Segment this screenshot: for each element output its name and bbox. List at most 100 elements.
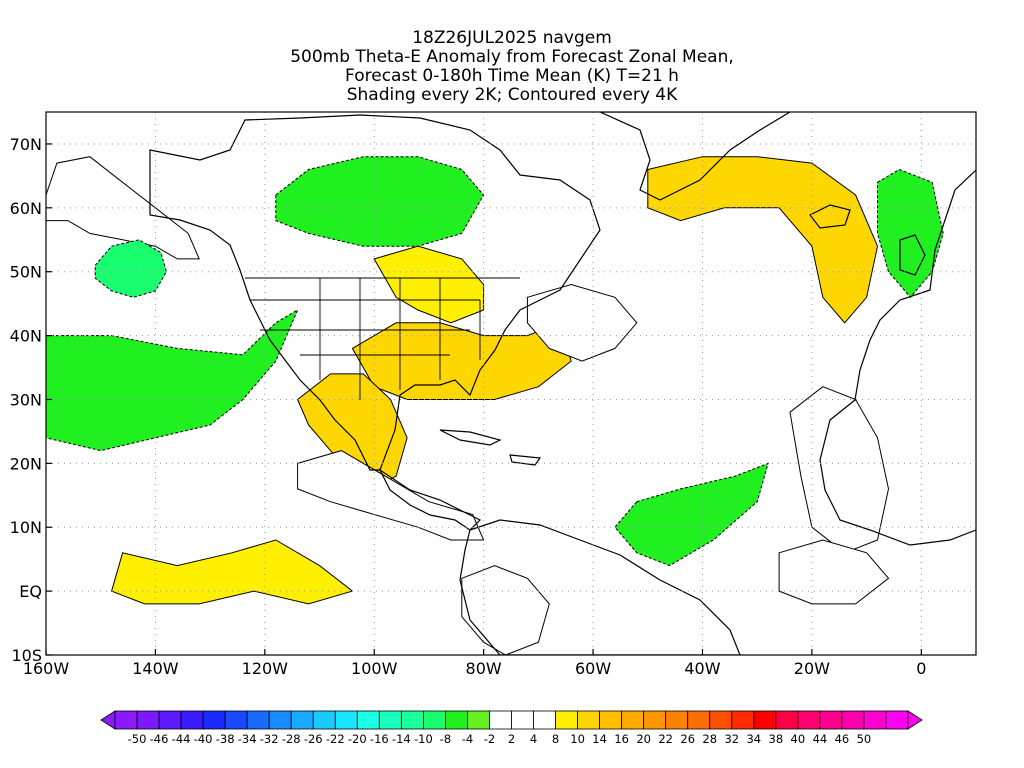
colorbar-label: -8 (440, 732, 451, 746)
shaded-region-atlantic-positive-streak (526, 283, 638, 362)
title-line-1: 18Z26JUL2025 navgem (412, 28, 612, 48)
title-block: 18Z26JUL2025 navgem 500mb Theta-E Anomal… (290, 28, 734, 105)
shaded-region-tropical-atlantic-negative (614, 462, 769, 567)
colorbar-swatch (775, 710, 799, 730)
colorbar-swatch (511, 710, 534, 730)
colorbar-swatch (445, 710, 468, 730)
colorbar-arrow-high (907, 710, 923, 730)
colorbar-swatch (489, 710, 512, 730)
colorbar-arrow-low (100, 710, 116, 730)
caribbean-coastline (439, 429, 542, 466)
colorbar-swatch (555, 710, 578, 730)
colorbar-label: 4 (530, 732, 537, 746)
colorbar-swatch (841, 710, 865, 730)
shaded-region-mexico-gulf-positive (296, 373, 408, 490)
colorbar-label: 2 (508, 732, 515, 746)
iceland-coastline (809, 204, 851, 229)
colorbar-label: 16 (614, 732, 629, 746)
x-tick-label: 60W (575, 659, 611, 678)
colorbar-swatch (599, 710, 623, 730)
shaded-region-west-africa-positive (789, 386, 890, 554)
colorbar-swatch (533, 710, 556, 730)
colorbar-label: -4 (462, 732, 473, 746)
y-tick-label: 40N (10, 327, 42, 346)
y-tick-label: 70N (10, 135, 42, 154)
x-tick-label: 100W (351, 659, 398, 678)
shaded-region-greenland-north-atlantic-positive (647, 156, 879, 324)
colorbar-label: 44 (813, 732, 828, 746)
colorbar-label: -16 (370, 732, 389, 746)
title-line-3: Forecast 0-180h Time Mean (K) T=21 h (345, 66, 679, 86)
colorbar-label: -2 (484, 732, 495, 746)
south-america-coastline (459, 519, 741, 655)
colorbar-label: 50 (857, 732, 872, 746)
colorbar-swatch (334, 710, 358, 730)
colorbar-swatch (136, 710, 160, 730)
colorbar-label: -14 (392, 732, 411, 746)
colorbar-swatch (114, 710, 138, 730)
y-tick-label: 10N (10, 518, 42, 537)
y-tick-label: 60N (10, 199, 42, 218)
colorbar-label: 40 (791, 732, 806, 746)
colorbar: -50 -46 -44 -40 -38 -34 -32 -28 -26 -22 -20 -16 -14-… (100, 710, 923, 746)
colorbar-swatch (180, 710, 204, 730)
map-frame (45, 111, 977, 656)
colorbar-swatch (577, 710, 601, 730)
africa-europe-coastline (819, 169, 976, 546)
colorbar-label: 22 (658, 732, 673, 746)
y-tick-label: 30N (10, 390, 42, 409)
colorbar-swatch (246, 710, 270, 730)
colorbar-swatch (731, 710, 755, 730)
shaded-region-equatorial-atlantic-positive (778, 539, 890, 605)
colorbar-label: 28 (702, 732, 717, 746)
colorbar-swatch (467, 710, 490, 730)
x-tick-label: 40W (684, 659, 720, 678)
greenland-coastline (599, 112, 792, 201)
title-line-2: 500mb Theta-E Anomaly from Forecast Zona… (290, 47, 734, 67)
colorbar-swatch (224, 710, 248, 730)
colorbar-label: 32 (724, 732, 739, 746)
colorbar-swatch (290, 710, 314, 730)
colorbar-swatch (797, 710, 821, 730)
coastlines (149, 112, 976, 655)
colorbar-label: 34 (746, 732, 761, 746)
lat-lon-grid (46, 112, 976, 655)
x-tick-label: 160W (23, 659, 70, 678)
colorbar-swatch (158, 710, 182, 730)
colorbar-swatch (687, 710, 711, 730)
axis-ticks: 160W 140W 120W 100W 80W 60W 40W 20W 0 70N 60N 50N 40… (10, 135, 927, 678)
colorbar-label: -44 (172, 732, 191, 746)
colorbar-label: -46 (150, 732, 169, 746)
colorbar-swatch (753, 710, 777, 730)
colorbar-swatch (709, 710, 733, 730)
shaded-region-northeast-pacific-positive (46, 156, 200, 260)
colorbar-swatch (885, 710, 909, 730)
colorbar-swatch (202, 710, 226, 730)
north-america-coastline (149, 114, 601, 471)
colorbar-label: 20 (636, 732, 651, 746)
colorbar-label: 10 (570, 732, 585, 746)
y-tick-label: EQ (19, 582, 42, 601)
x-tick-label: 20W (794, 659, 830, 678)
x-tick-label: 0 (916, 659, 926, 678)
colorbar-swatch (400, 710, 424, 730)
anomaly-shading (46, 156, 944, 655)
colorbar-label: -34 (238, 732, 257, 746)
x-tick-label: 80W (466, 659, 502, 678)
colorbar-label: -28 (282, 732, 301, 746)
x-tick-label: 120W (242, 659, 289, 678)
colorbar-swatch (378, 710, 402, 730)
colorbar-label: 26 (680, 732, 695, 746)
colorbar-label: -40 (194, 732, 213, 746)
colorbar-label: -26 (304, 732, 323, 746)
title-line-4: Shading every 2K; Contoured every 4K (347, 85, 678, 105)
shaded-region-east-pacific-negative-band (46, 308, 299, 452)
shaded-region-tropical-pacific-positive (110, 539, 354, 605)
y-tick-label: 10S (11, 646, 42, 665)
colorbar-label: -50 (128, 732, 147, 746)
colorbar-label: 8 (552, 732, 559, 746)
british-isles-coastline (899, 234, 926, 276)
us-borders (245, 277, 520, 400)
colorbar-swatch (643, 710, 667, 730)
